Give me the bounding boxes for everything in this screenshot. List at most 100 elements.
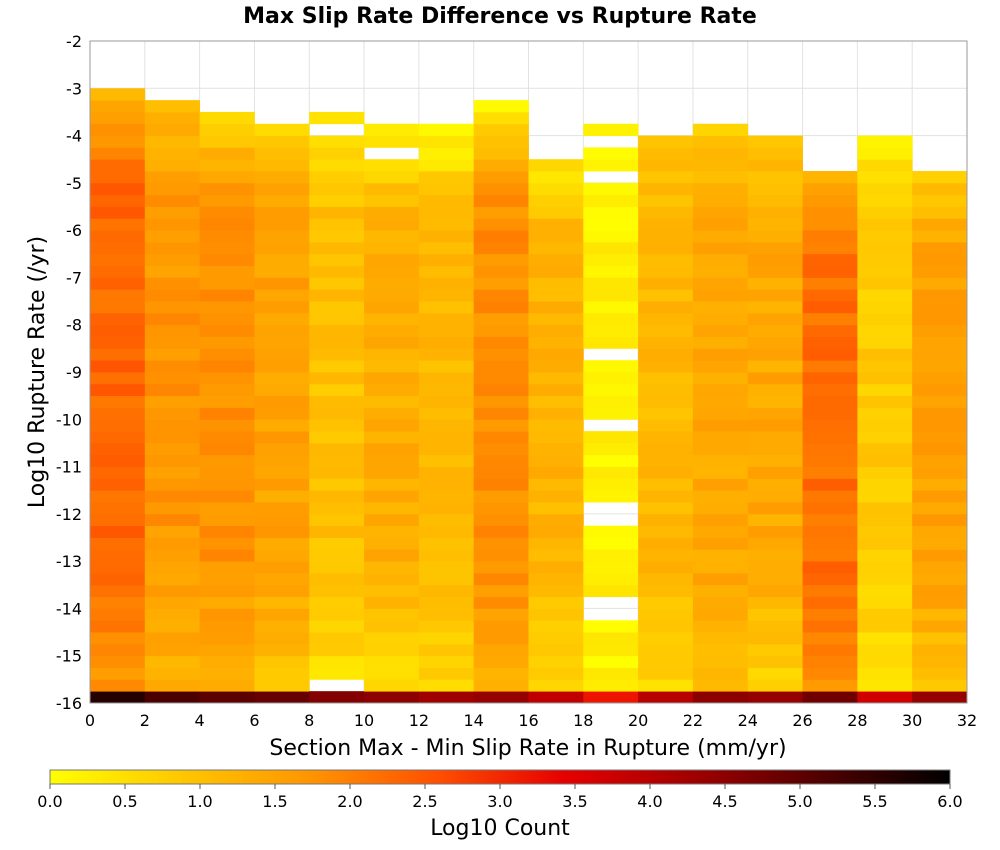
heatmap-cell bbox=[309, 289, 365, 302]
heatmap-cell bbox=[802, 312, 858, 326]
heatmap-cell bbox=[638, 513, 694, 527]
heatmap-cell bbox=[144, 372, 201, 385]
heatmap-cell bbox=[528, 561, 584, 574]
heatmap-cell bbox=[802, 301, 858, 314]
heatmap-cell bbox=[364, 643, 420, 657]
heatmap-cell bbox=[638, 206, 694, 219]
heatmap-cell bbox=[144, 561, 201, 574]
heatmap-cell bbox=[528, 348, 584, 361]
heatmap-cell bbox=[747, 277, 803, 290]
heatmap-cell bbox=[90, 360, 146, 373]
heatmap-cell bbox=[583, 525, 639, 538]
heatmap-cell bbox=[747, 466, 803, 479]
heatmap-cell bbox=[254, 525, 310, 538]
heatmap-cell bbox=[254, 561, 310, 574]
heatmap-cell bbox=[747, 206, 803, 219]
heatmap-cell bbox=[692, 312, 749, 326]
heatmap-cell bbox=[638, 502, 694, 515]
heatmap-cell bbox=[144, 277, 201, 290]
heatmap-cell bbox=[364, 407, 420, 420]
heatmap-cell bbox=[473, 454, 529, 467]
heatmap-cell bbox=[254, 667, 310, 680]
heatmap-cell bbox=[254, 608, 310, 621]
heatmap-cell bbox=[473, 206, 529, 219]
heatmap-cell bbox=[90, 312, 146, 326]
heatmap-cell bbox=[364, 667, 420, 680]
heatmap-cell bbox=[747, 431, 803, 444]
heatmap-cell bbox=[309, 171, 365, 184]
heatmap-cell bbox=[857, 525, 913, 538]
heatmap-cell bbox=[747, 395, 803, 408]
heatmap-cell bbox=[638, 620, 694, 633]
heatmap-cell bbox=[418, 123, 475, 136]
heatmap-cell bbox=[802, 655, 858, 668]
y-tick-label: -12 bbox=[56, 505, 82, 524]
heatmap-cell bbox=[418, 454, 475, 467]
heatmap-cell bbox=[473, 478, 529, 491]
heatmap-cell bbox=[473, 230, 529, 243]
heatmap-cell bbox=[692, 194, 749, 207]
y-axis-label: Log10 Rupture Rate (/yr) bbox=[25, 236, 50, 508]
heatmap-cell bbox=[857, 572, 913, 586]
heatmap-cell bbox=[309, 265, 365, 278]
heatmap-cell bbox=[747, 419, 803, 432]
heatmap-cell bbox=[857, 312, 913, 326]
heatmap-cell bbox=[857, 159, 913, 172]
heatmap-cell bbox=[144, 419, 201, 432]
heatmap-cell bbox=[144, 395, 201, 408]
heatmap-cell bbox=[802, 206, 858, 219]
heatmap-cell bbox=[364, 253, 420, 267]
heatmap-cell bbox=[309, 111, 365, 125]
heatmap-cell bbox=[309, 561, 365, 574]
heatmap-cell bbox=[309, 419, 365, 432]
heatmap-cell bbox=[638, 301, 694, 314]
heatmap-cell bbox=[912, 572, 968, 586]
heatmap-cell bbox=[254, 253, 310, 267]
heatmap-cell bbox=[912, 312, 968, 326]
x-axis-label: Section Max - Min Slip Rate in Rupture (… bbox=[269, 736, 786, 761]
colorbar-tick-label: 3.5 bbox=[562, 792, 587, 811]
heatmap-cell bbox=[912, 206, 968, 219]
heatmap-cell bbox=[638, 643, 694, 657]
heatmap-cell bbox=[583, 194, 639, 207]
heatmap-cell bbox=[254, 206, 310, 219]
colorbar-tick-label: 6.0 bbox=[937, 792, 962, 811]
heatmap-cell bbox=[254, 691, 310, 704]
heatmap-cell bbox=[692, 348, 749, 361]
heatmap-cell bbox=[528, 277, 584, 290]
heatmap-cell bbox=[309, 159, 365, 172]
heatmap-cell bbox=[857, 454, 913, 467]
heatmap-cell bbox=[364, 383, 420, 397]
heatmap-cell bbox=[802, 241, 858, 255]
heatmap-cell bbox=[692, 372, 749, 385]
heatmap-cell bbox=[747, 632, 803, 645]
heatmap-cell bbox=[583, 301, 639, 314]
heatmap-cell bbox=[583, 679, 639, 692]
heatmap-cell bbox=[418, 608, 475, 621]
heatmap-cell bbox=[309, 336, 365, 349]
heatmap-cell bbox=[309, 135, 365, 148]
heatmap-cell bbox=[199, 241, 255, 255]
y-tick-label: -16 bbox=[56, 694, 82, 713]
heatmap-cell bbox=[692, 525, 749, 538]
heatmap-cell bbox=[912, 419, 968, 432]
heatmap-cell bbox=[802, 230, 858, 243]
heatmap-cell bbox=[473, 218, 529, 231]
heatmap-cell bbox=[857, 466, 913, 479]
heatmap-cell bbox=[528, 478, 584, 491]
heatmap-cell bbox=[638, 218, 694, 231]
heatmap-cell bbox=[747, 253, 803, 267]
heatmap-cell bbox=[309, 372, 365, 385]
heatmap-cell bbox=[144, 348, 201, 361]
heatmap-cell bbox=[857, 336, 913, 349]
heatmap-cell bbox=[90, 525, 146, 538]
heatmap-cell bbox=[802, 419, 858, 432]
heatmap-cell bbox=[638, 383, 694, 397]
heatmap-cell bbox=[364, 691, 420, 704]
x-tick-label: 18 bbox=[573, 711, 593, 730]
heatmap-cell bbox=[254, 419, 310, 432]
heatmap-cell bbox=[747, 336, 803, 349]
heatmap-cell bbox=[857, 372, 913, 385]
heatmap-cell bbox=[912, 301, 968, 314]
